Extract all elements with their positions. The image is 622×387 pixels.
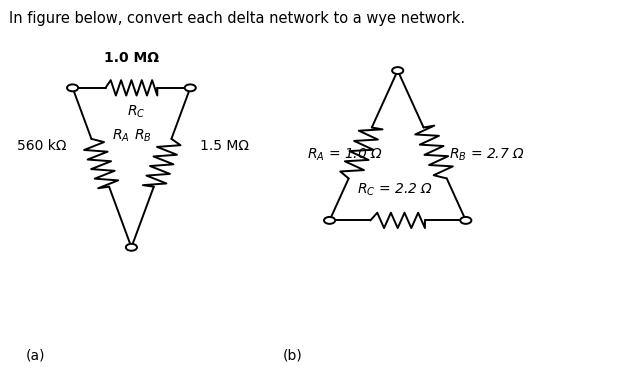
- Text: $R_C$ = 2.2 Ω: $R_C$ = 2.2 Ω: [356, 182, 432, 198]
- Text: $R_B$ = 2.7 Ω: $R_B$ = 2.7 Ω: [450, 146, 526, 163]
- Text: In figure below, convert each delta network to a wye network.: In figure below, convert each delta netw…: [9, 11, 465, 26]
- Text: $R_C$: $R_C$: [127, 103, 146, 120]
- Text: $R_A$: $R_A$: [111, 128, 129, 144]
- Text: 1.5 MΩ: 1.5 MΩ: [200, 139, 249, 153]
- Circle shape: [67, 84, 78, 91]
- Text: $R_A$ = 1.0 Ω: $R_A$ = 1.0 Ω: [307, 146, 383, 163]
- Text: 560 kΩ: 560 kΩ: [17, 139, 67, 153]
- Circle shape: [185, 84, 196, 91]
- Text: (b): (b): [283, 349, 303, 363]
- Text: 1.0 MΩ: 1.0 MΩ: [104, 51, 159, 65]
- Circle shape: [392, 67, 403, 74]
- Circle shape: [460, 217, 471, 224]
- Text: (a): (a): [26, 349, 45, 363]
- Circle shape: [324, 217, 335, 224]
- Text: $R_B$: $R_B$: [134, 128, 151, 144]
- Circle shape: [126, 244, 137, 251]
